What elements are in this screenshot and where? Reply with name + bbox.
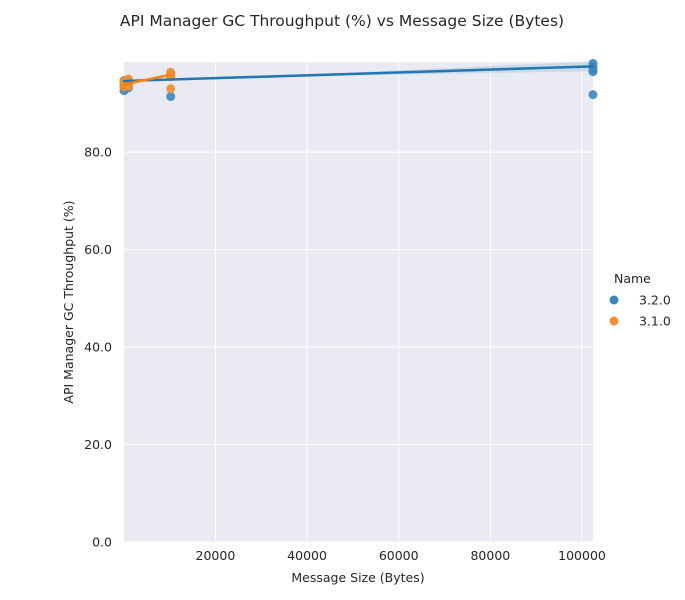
y-tick-label: 60.0 bbox=[84, 242, 112, 257]
x-axis-label: Message Size (Bytes) bbox=[291, 570, 424, 585]
y-tick-label: 80.0 bbox=[84, 145, 112, 160]
legend: Name 3.2.0 3.1.0 bbox=[609, 271, 671, 329]
plot-area bbox=[124, 62, 593, 542]
data-point-3-1-0 bbox=[166, 84, 176, 94]
x-tick-label: 20000 bbox=[196, 548, 236, 563]
legend-title: Name bbox=[614, 271, 651, 286]
y-axis-label: API Manager GC Throughput (%) bbox=[61, 200, 76, 403]
chart-title: API Manager GC Throughput (%) vs Message… bbox=[120, 12, 564, 30]
y-tick-label: 40.0 bbox=[84, 340, 112, 355]
y-tick-labels: 0.0 20.0 40.0 60.0 80.0 bbox=[84, 145, 112, 550]
x-tick-labels: 20000 40000 60000 80000 100000 bbox=[196, 548, 606, 563]
x-tick-label: 60000 bbox=[379, 548, 419, 563]
legend-label-3-2-0: 3.2.0 bbox=[639, 293, 671, 308]
trend-lines bbox=[122, 65, 595, 86]
y-tick-label: 20.0 bbox=[84, 437, 112, 452]
trend-line-3-2-0 bbox=[122, 65, 595, 83]
trend-line-3-1-0 bbox=[122, 73, 172, 86]
legend-marker-3-2-0 bbox=[609, 295, 619, 305]
x-tick-label: 40000 bbox=[287, 548, 327, 563]
x-tick-label: 100000 bbox=[558, 548, 606, 563]
data-point-3-2-0 bbox=[166, 92, 176, 102]
legend-marker-3-1-0 bbox=[609, 316, 619, 326]
legend-label-3-1-0: 3.1.0 bbox=[639, 314, 671, 329]
data-point-3-2-0 bbox=[588, 90, 598, 100]
grid bbox=[124, 62, 593, 543]
y-tick-label: 0.0 bbox=[92, 535, 112, 550]
x-tick-label: 80000 bbox=[470, 548, 510, 563]
